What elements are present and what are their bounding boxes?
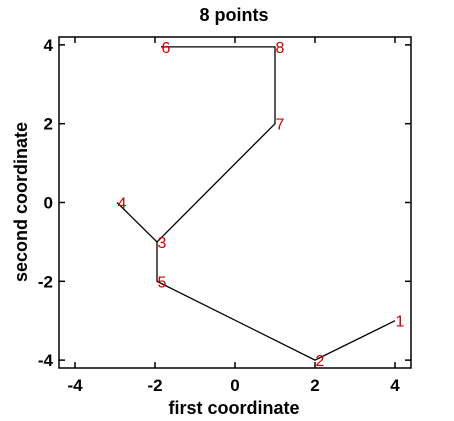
point-label-6: 6 (162, 40, 171, 57)
point-label-7: 7 (276, 117, 285, 134)
x-tick-label: 4 (390, 376, 400, 395)
axis-ticks (59, 37, 411, 368)
point-label-3: 3 (158, 235, 167, 252)
x-tick-label: 2 (310, 376, 319, 395)
y-tick-label: 0 (44, 194, 53, 213)
series-line-2 (156, 241, 396, 361)
point-label-1: 1 (396, 314, 405, 331)
y-tick-label: 4 (44, 36, 54, 55)
y-tick-label: -4 (38, 351, 54, 370)
point-label-5: 5 (158, 274, 167, 291)
point-labels: 1 2 3 4 5 6 7 8 (118, 40, 405, 370)
series-lines (116, 46, 396, 361)
series-line-1 (116, 46, 276, 243)
x-tick-label: -4 (67, 376, 83, 395)
x-axis-title: first coordinate (168, 398, 299, 418)
point-label-4: 4 (118, 196, 127, 213)
axis-tick-labels: -4 -2 0 2 4 -4 -2 0 2 4 (38, 36, 400, 395)
y-axis-title: second coordinate (11, 122, 31, 282)
y-tick-label: -2 (38, 272, 53, 291)
plot-area-frame (58, 36, 412, 369)
chart-title: 8 points (199, 5, 268, 25)
x-tick-label: -2 (147, 376, 162, 395)
point-label-2: 2 (316, 353, 325, 370)
y-tick-label: 2 (44, 115, 53, 134)
point-label-8: 8 (276, 40, 285, 57)
x-tick-label: 0 (230, 376, 239, 395)
